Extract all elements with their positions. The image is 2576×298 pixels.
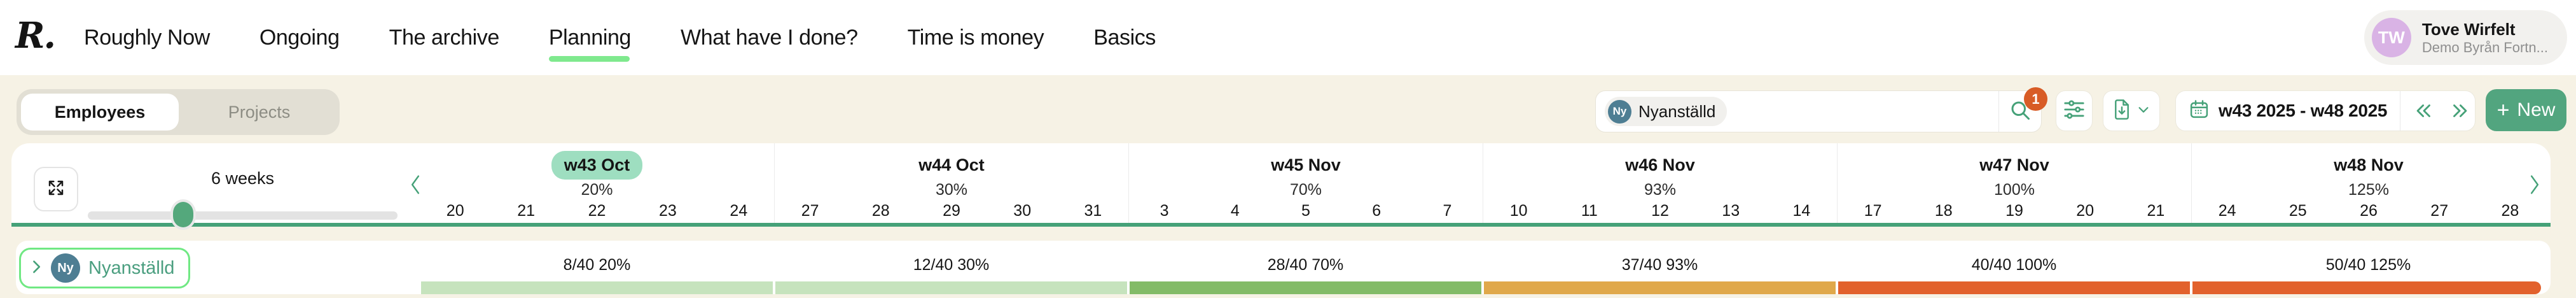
search-filter-chip[interactable]: Ny Nyanställd: [1605, 97, 1728, 126]
week-column-w48[interactable]: w48 Nov 125% 24 25 26 27 28: [2191, 143, 2545, 223]
week-utilization: 20%: [581, 181, 613, 199]
new-button[interactable]: + New: [2486, 89, 2566, 131]
zoom-slider[interactable]: [88, 211, 398, 220]
chevron-down-icon: [2136, 103, 2150, 120]
search-icon: [2009, 99, 2032, 125]
prev-period-button[interactable]: [2409, 96, 2439, 125]
export-button[interactable]: [2103, 90, 2160, 131]
utilization-bar-w47: [1838, 281, 2190, 294]
next-period-button[interactable]: [2445, 96, 2474, 125]
nav-item-time-is-money[interactable]: Time is money: [907, 25, 1044, 50]
filter-button[interactable]: [2056, 90, 2093, 131]
week-label: w48 Nov: [2334, 155, 2404, 174]
chevron-right-icon: [2528, 175, 2542, 198]
date-range-label: w43 2025 - w48 2025: [2219, 101, 2388, 120]
notification-badge[interactable]: 1: [2024, 87, 2047, 111]
week-column-w46[interactable]: w46 Nov 93% 10 11 12 13 14: [1483, 143, 1837, 223]
week-label: w47 Nov: [1979, 155, 2049, 174]
tab-employees[interactable]: Employees: [21, 94, 179, 131]
week-utilization: 100%: [1994, 181, 2035, 199]
allocation-cell-w47[interactable]: 40/40 100%: [1971, 256, 2057, 274]
file-download-icon: [2112, 99, 2131, 124]
calendar-icon: [2189, 99, 2210, 123]
week-label: w44 Oct: [918, 155, 985, 174]
zoom-slider-handle[interactable]: [170, 199, 196, 230]
nav-item-planning[interactable]: Planning: [548, 25, 631, 62]
allocation-cell-w45[interactable]: 28/40 70%: [1267, 256, 1344, 274]
expand-arrows-icon: [46, 178, 66, 201]
employee-avatar: Ny: [51, 253, 80, 283]
search-input[interactable]: Ny Nyanställd: [1595, 90, 2042, 132]
date-range-control: w43 2025 - w48 2025: [2175, 90, 2476, 131]
week-column-w47[interactable]: w47 Nov 100% 17 18 19 20 21: [1837, 143, 2191, 223]
scroll-left-button[interactable]: [408, 174, 422, 199]
utilization-bar-w44: [775, 281, 1127, 294]
user-org: Demo Byrån Fortn...: [2421, 39, 2548, 55]
week-utilization: 125%: [2348, 181, 2389, 199]
nav-item-ongoing[interactable]: Ongoing: [259, 25, 340, 50]
timeline-header: 6 weeks w43 Oct 20% 20 21 22 23 24: [11, 143, 2551, 230]
week-days: 20 21 22 23 24: [446, 202, 748, 220]
fullscreen-button[interactable]: [34, 167, 78, 211]
employee-badge[interactable]: Ny Nyanställd: [19, 248, 191, 288]
user-name: Tove Wirfelt: [2421, 20, 2516, 39]
employee-name: Nyanställd: [88, 257, 175, 278]
utilization-bar-w46: [1484, 281, 1836, 294]
avatar: TW: [2371, 18, 2411, 57]
week-days: 24 25 26 27 28: [2218, 202, 2519, 220]
top-nav: R. Roughly Now Ongoing The archive Plann…: [0, 0, 2576, 75]
utilization-bar-w48: [2192, 281, 2541, 294]
allocation-cell-w48[interactable]: 50/40 125%: [2325, 256, 2411, 274]
week-utilization: 70%: [1289, 181, 1322, 199]
chevron-left-icon: [408, 175, 422, 198]
chevron-right-icon: [30, 259, 43, 278]
search-button[interactable]: [1998, 91, 2041, 132]
zoom-level-label: 6 weeks: [211, 169, 275, 188]
tab-projects[interactable]: Projects: [228, 102, 291, 122]
brand-logo[interactable]: R.: [15, 15, 56, 57]
nav-item-basics[interactable]: Basics: [1093, 25, 1156, 50]
week-days: 27 28 29 30 31: [801, 202, 1102, 220]
week-label: w43 Oct: [551, 151, 643, 180]
sliders-icon: [2063, 99, 2085, 124]
nav-items: Roughly Now Ongoing The archive Planning…: [84, 25, 1156, 62]
utilization-bar-w45: [1130, 281, 1481, 294]
week-utilization: 30%: [935, 181, 968, 199]
scroll-right-button[interactable]: [2528, 174, 2542, 199]
view-toggle: Employees Projects: [17, 89, 340, 135]
plus-icon: +: [2496, 98, 2510, 122]
user-menu[interactable]: TW Tove Wirfelt Demo Byrån Fortn...: [2364, 10, 2567, 65]
week-column-w43[interactable]: w43 Oct 20% 20 21 22 23 24: [420, 143, 774, 223]
date-range-nav: [2400, 91, 2483, 131]
date-range-picker[interactable]: w43 2025 - w48 2025: [2176, 91, 2400, 131]
nav-item-roughly-now[interactable]: Roughly Now: [84, 25, 210, 50]
week-utilization: 93%: [1644, 181, 1677, 199]
week-days: 10 11 12 13 14: [1509, 202, 1811, 220]
week-days: 17 18 19 20 21: [1864, 202, 2165, 220]
nav-item-what-have-i-done[interactable]: What have I done?: [681, 25, 858, 50]
allocation-cell-w43[interactable]: 8/40 20%: [563, 256, 631, 274]
allocation-cell-w44[interactable]: 12/40 30%: [913, 256, 990, 274]
week-label: w45 Nov: [1271, 155, 1341, 174]
nav-item-the-archive[interactable]: The archive: [389, 25, 500, 50]
chip-avatar: Ny: [1608, 99, 1631, 124]
chip-label: Nyanställd: [1638, 101, 1716, 121]
allocation-cell-w46[interactable]: 37/40 93%: [1621, 256, 1698, 274]
week-label: w46 Nov: [1625, 155, 1695, 174]
week-column-w44[interactable]: w44 Oct 30% 27 28 29 30 31: [774, 143, 1128, 223]
utilization-bar-w43: [421, 281, 773, 294]
